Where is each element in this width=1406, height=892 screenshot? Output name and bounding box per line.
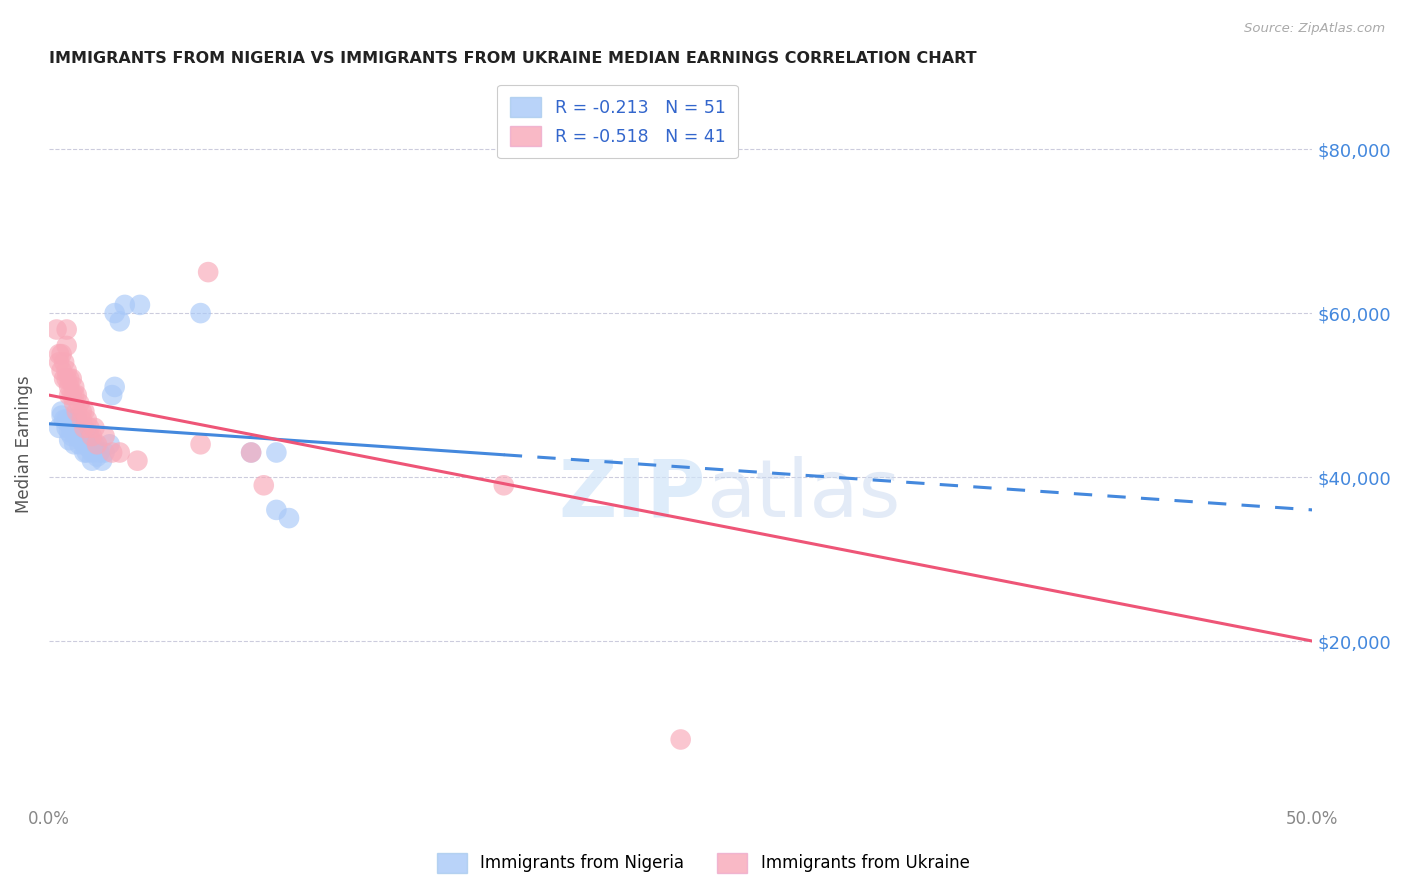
Point: [45, 322, 67, 336]
Point: [67, 437, 90, 451]
Point: [80, 445, 103, 459]
Point: [60, 421, 83, 435]
Point: [58, 433, 80, 447]
Point: [83, 421, 105, 435]
Point: [86, 437, 108, 451]
Point: [108, 445, 131, 459]
Legend: Immigrants from Nigeria, Immigrants from Ukraine: Immigrants from Nigeria, Immigrants from…: [430, 847, 976, 880]
Point: [58, 417, 80, 431]
Point: [93, 445, 115, 459]
Point: [67, 396, 90, 410]
Point: [129, 298, 152, 312]
Point: [70, 404, 93, 418]
Point: [70, 421, 93, 435]
Point: [58, 425, 80, 439]
Point: [51, 347, 73, 361]
Point: [53, 372, 76, 386]
Point: [60, 413, 83, 427]
Point: [104, 306, 127, 320]
Point: [98, 437, 121, 451]
Point: [66, 404, 89, 418]
Point: [83, 437, 105, 451]
Point: [66, 429, 89, 443]
Point: [101, 388, 124, 402]
Point: [73, 421, 96, 435]
Point: [266, 445, 288, 459]
Point: [79, 421, 101, 435]
Point: [55, 322, 77, 336]
Point: [55, 413, 77, 427]
Point: [266, 503, 288, 517]
Point: [48, 355, 70, 369]
Point: [91, 453, 114, 467]
Point: [83, 442, 105, 456]
Point: [63, 421, 86, 435]
Point: [86, 450, 108, 464]
Point: [101, 445, 124, 459]
Point: [51, 404, 73, 418]
Point: [253, 478, 276, 492]
Point: [76, 425, 98, 439]
Point: [89, 445, 111, 459]
Point: [66, 413, 89, 427]
Point: [55, 421, 77, 435]
Point: [190, 437, 212, 451]
Y-axis label: Median Earnings: Median Earnings: [15, 376, 32, 513]
Point: [66, 421, 89, 435]
Point: [63, 425, 86, 439]
Point: [80, 453, 103, 467]
Point: [55, 372, 77, 386]
Text: ZIP: ZIP: [558, 456, 706, 533]
Point: [63, 380, 86, 394]
Point: [70, 413, 93, 427]
Point: [55, 363, 77, 377]
Point: [60, 429, 83, 443]
Point: [278, 511, 301, 525]
Point: [70, 429, 93, 443]
Point: [63, 396, 86, 410]
Point: [104, 380, 127, 394]
Point: [197, 265, 219, 279]
Point: [76, 445, 98, 459]
Legend: R = -0.213   N = 51, R = -0.518   N = 41: R = -0.213 N = 51, R = -0.518 N = 41: [498, 85, 738, 158]
Point: [492, 478, 515, 492]
Point: [240, 445, 263, 459]
Point: [79, 429, 101, 443]
Point: [58, 388, 80, 402]
Point: [58, 380, 80, 394]
Point: [63, 437, 86, 451]
Point: [63, 388, 86, 402]
Point: [67, 425, 90, 439]
Point: [51, 363, 73, 377]
Point: [70, 433, 93, 447]
Point: [73, 404, 96, 418]
Point: [73, 437, 96, 451]
Point: [79, 442, 101, 456]
Point: [48, 421, 70, 435]
Point: [108, 314, 131, 328]
Point: [53, 413, 76, 427]
Point: [53, 355, 76, 369]
Point: [93, 429, 115, 443]
Point: [79, 437, 101, 451]
Point: [60, 372, 83, 386]
Point: [240, 445, 263, 459]
Text: atlas: atlas: [706, 456, 900, 533]
Point: [73, 445, 96, 459]
Point: [127, 453, 149, 467]
Point: [66, 388, 89, 402]
Text: Source: ZipAtlas.com: Source: ZipAtlas.com: [1244, 22, 1385, 36]
Point: [114, 298, 136, 312]
Point: [55, 339, 77, 353]
Text: IMMIGRANTS FROM NIGERIA VS IMMIGRANTS FROM UKRAINE MEDIAN EARNINGS CORRELATION C: IMMIGRANTS FROM NIGERIA VS IMMIGRANTS FR…: [49, 51, 977, 66]
Point: [51, 409, 73, 423]
Point: [60, 388, 83, 402]
Point: [669, 732, 692, 747]
Point: [76, 433, 98, 447]
Point: [190, 306, 212, 320]
Point: [80, 429, 103, 443]
Point: [58, 372, 80, 386]
Point: [76, 413, 98, 427]
Point: [48, 347, 70, 361]
